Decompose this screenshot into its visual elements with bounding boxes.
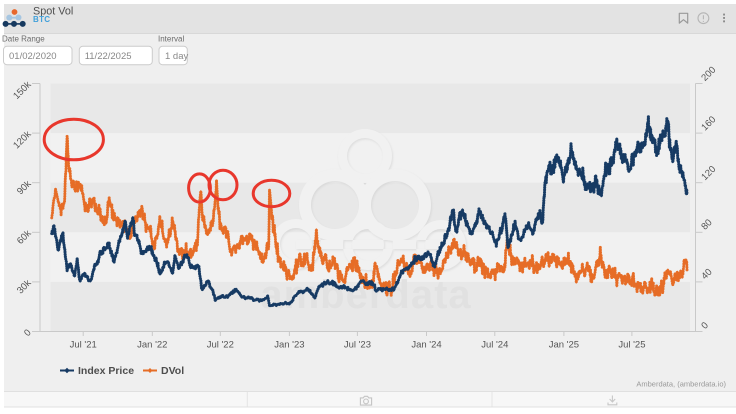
svg-text:01/02/2020: 01/02/2020 <box>9 51 57 62</box>
svg-text:90k: 90k <box>15 178 34 197</box>
svg-text:Jul '21: Jul '21 <box>70 340 97 351</box>
svg-text:Index Price: Index Price <box>78 365 134 377</box>
svg-text:150k: 150k <box>11 79 34 102</box>
svg-text:120k: 120k <box>11 129 34 152</box>
svg-text:Jul '22: Jul '22 <box>207 340 234 351</box>
svg-text:160: 160 <box>699 114 718 133</box>
svg-text:Jan '22: Jan '22 <box>137 340 167 351</box>
svg-text:1 day: 1 day <box>165 51 188 62</box>
svg-text:Amberdata, (amberdata.io): Amberdata, (amberdata.io) <box>636 380 726 389</box>
svg-text:Jul '25: Jul '25 <box>618 340 645 351</box>
svg-text:11/22/2025: 11/22/2025 <box>85 51 132 62</box>
svg-text:0: 0 <box>22 327 34 339</box>
svg-text:0: 0 <box>699 320 711 332</box>
svg-text:BTC: BTC <box>33 15 50 24</box>
svg-text:120: 120 <box>699 164 718 183</box>
svg-text:40: 40 <box>699 267 714 282</box>
svg-text:200: 200 <box>699 65 718 84</box>
svg-text:Interval: Interval <box>158 35 184 44</box>
svg-text:DVol: DVol <box>161 365 184 377</box>
svg-text:30k: 30k <box>15 278 34 297</box>
svg-text:Date Range: Date Range <box>2 35 45 44</box>
svg-text:Jul '23: Jul '23 <box>344 340 371 351</box>
svg-text:Spot Vol: Spot Vol <box>33 5 73 17</box>
svg-text:Jul '24: Jul '24 <box>481 340 508 351</box>
svg-text:80: 80 <box>699 217 714 232</box>
svg-text:60k: 60k <box>15 228 34 247</box>
svg-text:Jan '24: Jan '24 <box>411 340 441 351</box>
svg-text:Jan '23: Jan '23 <box>274 340 304 351</box>
svg-text:Jan '25: Jan '25 <box>549 340 579 351</box>
